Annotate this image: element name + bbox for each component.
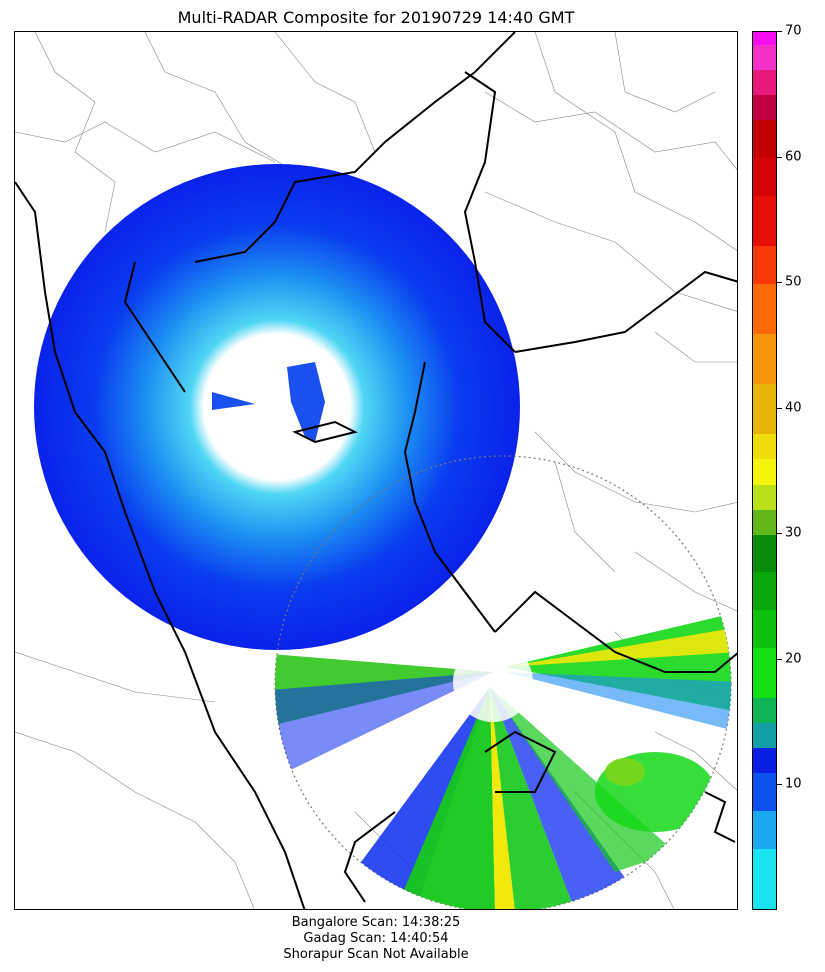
colorbar-tick-label: 30 bbox=[785, 525, 802, 541]
scan-info: Bangalore Scan: 14:38:25 Gadag Scan: 14:… bbox=[14, 915, 738, 963]
radar-map[interactable] bbox=[14, 31, 738, 910]
colorbar-tick bbox=[777, 407, 782, 409]
colorbar-band bbox=[753, 484, 776, 510]
colorbar-tick-label: 60 bbox=[785, 149, 802, 165]
colorbar-tick bbox=[777, 784, 782, 786]
colorbar-band bbox=[753, 195, 776, 246]
colorbar-band bbox=[753, 647, 776, 699]
colorbar-band bbox=[753, 609, 776, 648]
colorbar-band bbox=[753, 283, 776, 334]
colorbar-tick bbox=[777, 658, 782, 660]
colorbar-tick bbox=[777, 156, 782, 158]
colorbar-tick-label: 40 bbox=[785, 400, 802, 416]
colorbar-band bbox=[753, 44, 776, 71]
colorbar-band bbox=[753, 509, 776, 535]
colorbar-tick-label: 20 bbox=[785, 651, 802, 667]
colorbar-band bbox=[753, 119, 776, 159]
colorbar-band bbox=[753, 697, 776, 724]
colorbar-band bbox=[753, 245, 776, 284]
colorbar-band bbox=[753, 534, 776, 573]
chart-title: Multi-RADAR Composite for 20190729 14:40… bbox=[177, 8, 575, 27]
colorbar-band bbox=[753, 69, 776, 96]
colorbar-tick-label: 70 bbox=[785, 23, 802, 39]
colorbar-band bbox=[753, 848, 776, 909]
colorbar-band bbox=[753, 433, 776, 460]
colorbar-band bbox=[753, 458, 776, 485]
colorbar-band bbox=[753, 157, 776, 196]
colorbar-band bbox=[753, 722, 776, 749]
reflectivity-colorbar bbox=[752, 31, 777, 910]
colorbar-band bbox=[753, 571, 776, 611]
colorbar-tick bbox=[777, 31, 782, 32]
colorbar-tick bbox=[777, 533, 782, 535]
colorbar-band bbox=[753, 810, 776, 849]
colorbar-band bbox=[753, 383, 776, 435]
colorbar-band bbox=[753, 772, 776, 812]
gadag-clutter-echo bbox=[212, 362, 325, 442]
colorbar-tick-label: 50 bbox=[785, 274, 802, 290]
colorbar-tick bbox=[777, 282, 782, 284]
gadag-radar-coverage bbox=[34, 164, 520, 650]
colorbar-band bbox=[753, 333, 776, 385]
radar-map-svg bbox=[15, 32, 737, 909]
colorbar-tick-label: 10 bbox=[785, 776, 802, 792]
colorbar-band bbox=[753, 94, 776, 121]
bangalore-radar-echoes bbox=[275, 612, 731, 909]
colorbar-band bbox=[753, 32, 776, 46]
bangalore-scan-time: Bangalore Scan: 14:38:25 bbox=[291, 915, 461, 930]
shorapur-scan-status: Shorapur Scan Not Available bbox=[283, 947, 469, 962]
gadag-scan-time: Gadag Scan: 14:40:54 bbox=[303, 931, 449, 946]
state-boundaries bbox=[15, 32, 737, 909]
colorbar-band bbox=[753, 747, 776, 774]
